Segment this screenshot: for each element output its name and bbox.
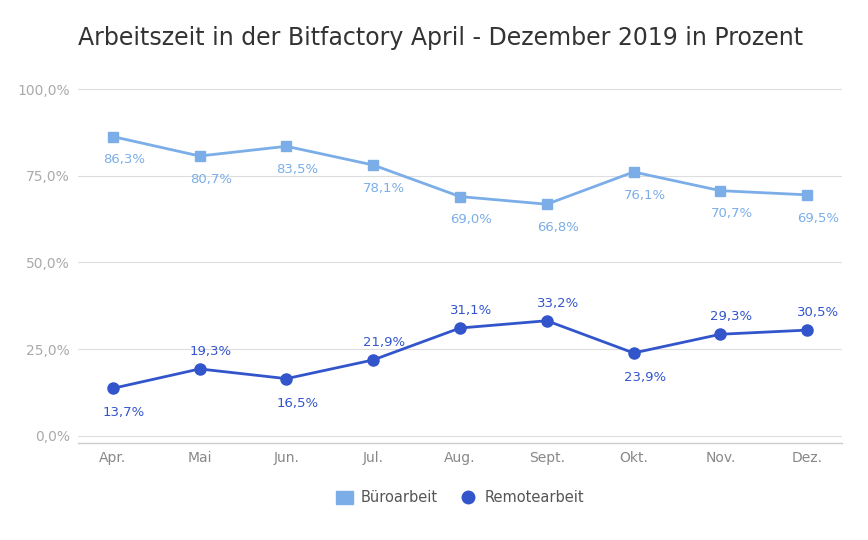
Text: 21,9%: 21,9% xyxy=(364,336,405,349)
Text: 29,3%: 29,3% xyxy=(711,310,753,323)
Text: 76,1%: 76,1% xyxy=(624,188,666,201)
Text: 23,9%: 23,9% xyxy=(624,371,666,384)
Text: 13,7%: 13,7% xyxy=(102,407,145,420)
Text: 78,1%: 78,1% xyxy=(364,181,405,195)
Text: 31,1%: 31,1% xyxy=(450,304,492,317)
Text: 30,5%: 30,5% xyxy=(798,306,839,319)
Text: 33,2%: 33,2% xyxy=(536,296,579,309)
Text: 80,7%: 80,7% xyxy=(190,173,232,186)
Text: Arbeitszeit in der Bitfactory April - Dezember 2019 in Prozent: Arbeitszeit in der Bitfactory April - De… xyxy=(78,26,803,50)
Text: 16,5%: 16,5% xyxy=(277,397,319,410)
Text: 19,3%: 19,3% xyxy=(190,345,232,358)
Text: 69,5%: 69,5% xyxy=(798,212,839,225)
Legend: Büroarbeit, Remotearbeit: Büroarbeit, Remotearbeit xyxy=(330,484,590,511)
Text: 86,3%: 86,3% xyxy=(103,153,145,166)
Text: 83,5%: 83,5% xyxy=(277,163,319,176)
Text: 69,0%: 69,0% xyxy=(450,213,492,226)
Text: 70,7%: 70,7% xyxy=(711,207,753,220)
Text: 66,8%: 66,8% xyxy=(537,221,579,234)
